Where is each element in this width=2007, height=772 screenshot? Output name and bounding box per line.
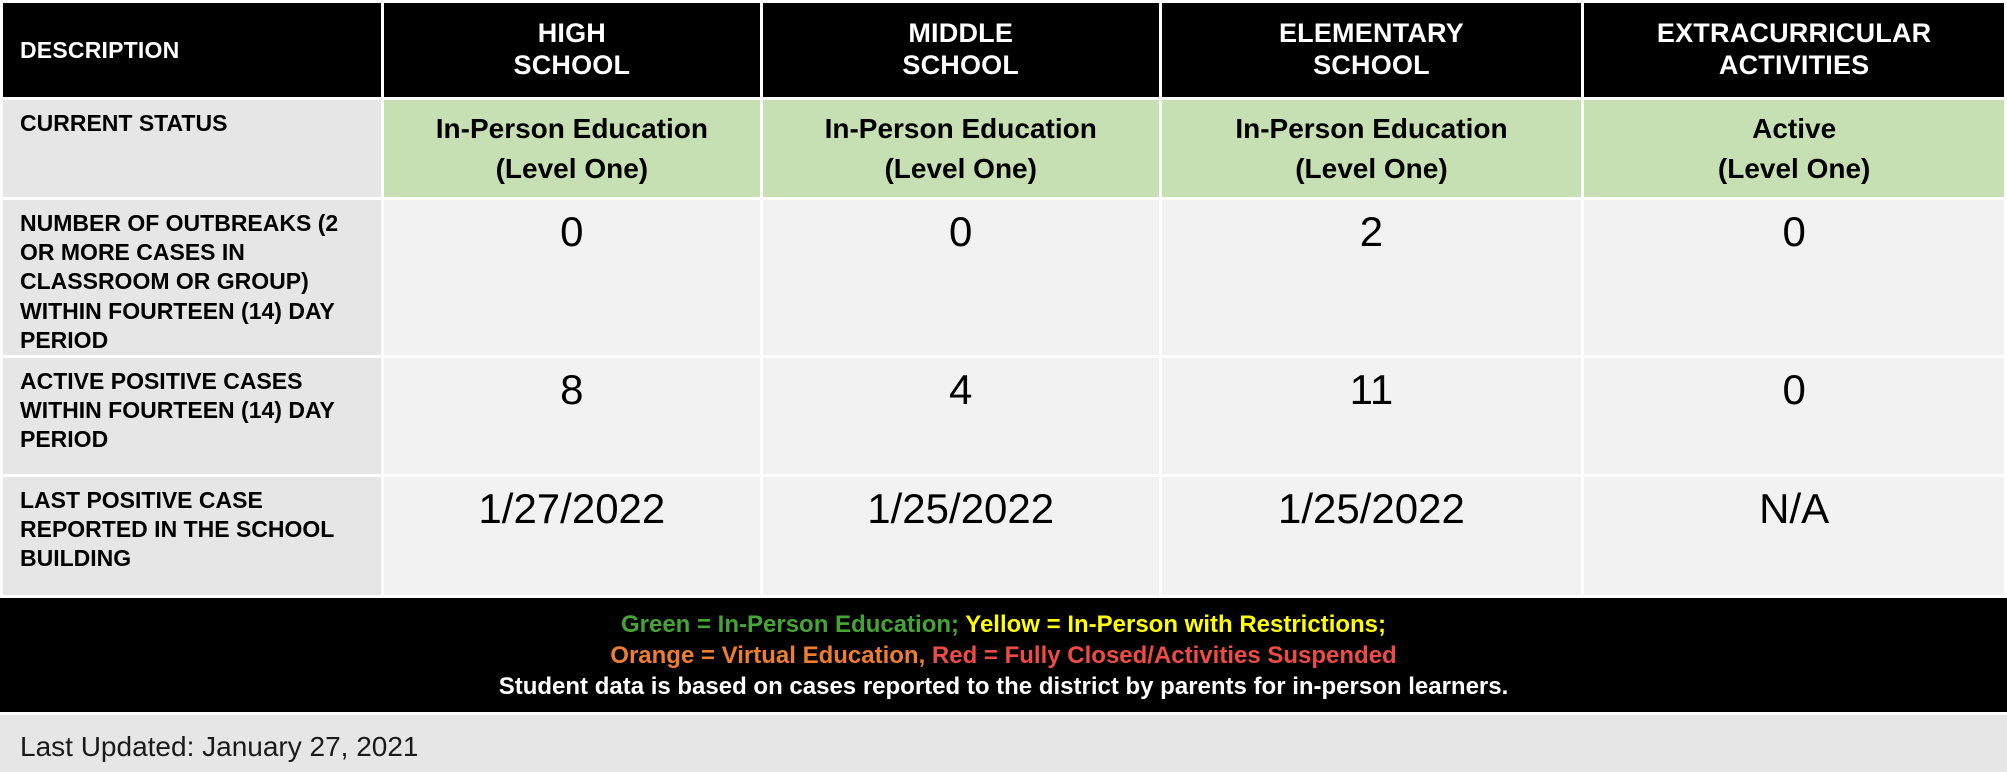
header-line: ACTIVITIES	[1718, 50, 1870, 80]
header-line: SCHOOL	[902, 50, 1020, 80]
status-cell-high-school: In-Person Education (Level One)	[383, 100, 760, 197]
header-line: SCHOOL	[1313, 50, 1430, 80]
legend-line-2: Orange = Virtual Education, Red = Fully …	[610, 640, 1396, 671]
legend-green-label: Green = In-Person Education;	[620, 610, 966, 638]
legend-note: Student data is based on cases reported …	[498, 672, 1509, 700]
column-header-high-school: HIGH SCHOOL	[383, 3, 760, 97]
last-case-elementary-school: 1/25/2022	[1161, 477, 1582, 596]
column-header-extracurricular-activities: EXTRACURRICULAR ACTIVITIES	[1584, 3, 2004, 97]
status-line: Active	[1752, 113, 1837, 145]
legend-yellow-label: Yellow = In-Person with Restrictions;	[965, 610, 1387, 638]
status-cell-middle-school: In-Person Education (Level One)	[762, 100, 1159, 197]
header-line: SCHOOL	[513, 50, 631, 80]
last-updated-text: Last Updated: January 27, 2021	[20, 730, 419, 762]
table-header-row: DESCRIPTION HIGH SCHOOL MIDDLE SCHOOL EL…	[3, 3, 2004, 97]
status-line: In-Person Education	[435, 113, 708, 145]
outbreaks-extracurricular: 0	[1584, 200, 2004, 356]
header-line: HIGH	[537, 18, 607, 49]
status-line: (Level One)	[1717, 152, 1871, 184]
last-case-high-school: 1/27/2022	[383, 477, 760, 596]
status-line: In-Person Education	[1235, 113, 1508, 145]
outbreaks-middle-school: 0	[762, 200, 1159, 356]
last-case-middle-school: 1/25/2022	[762, 477, 1159, 596]
column-header-elementary-school: ELEMENTARY SCHOOL	[1161, 3, 1582, 97]
status-line: (Level One)	[884, 152, 1037, 184]
header-line: EXTRACURRICULAR	[1656, 18, 1932, 49]
legend-red-label: Red = Fully Closed/Activities Suspended	[931, 641, 1397, 669]
table-row-outbreaks: NUMBER OF OUTBREAKS (2 OR MORE CASES IN …	[3, 200, 2004, 356]
table-row-active-cases: ACTIVE POSITIVE CASES WITHIN FOURTEEN (1…	[3, 358, 2004, 475]
color-legend: Green = In-Person Education; Yellow = In…	[0, 598, 2007, 713]
status-line: In-Person Education	[824, 113, 1097, 145]
active-cases-high-school: 8	[383, 358, 760, 475]
column-header-middle-school: MIDDLE SCHOOL	[762, 3, 1159, 97]
outbreaks-elementary-school: 2	[1161, 200, 1582, 356]
row-label-outbreaks: NUMBER OF OUTBREAKS (2 OR MORE CASES IN …	[3, 200, 381, 356]
status-cell-elementary-school: In-Person Education (Level One)	[1161, 100, 1582, 197]
school-status-table: DESCRIPTION HIGH SCHOOL MIDDLE SCHOOL EL…	[3, 3, 2004, 596]
column-header-description: DESCRIPTION	[3, 3, 381, 97]
active-cases-elementary-school: 11	[1161, 358, 1582, 475]
status-line: (Level One)	[1295, 152, 1448, 184]
header-line: ELEMENTARY	[1278, 18, 1464, 49]
table-row-last-positive-case: LAST POSITIVE CASE REPORTED IN THE SCHOO…	[3, 477, 2004, 596]
status-cell-extracurricular: Active (Level One)	[1584, 100, 2004, 197]
table-row-current-status: CURRENT STATUS In-Person Education (Leve…	[3, 100, 2004, 197]
active-cases-middle-school: 4	[762, 358, 1159, 475]
last-case-extracurricular: N/A	[1584, 477, 2004, 596]
header-line: MIDDLE	[908, 18, 1014, 49]
row-label-active-cases: ACTIVE POSITIVE CASES WITHIN FOURTEEN (1…	[3, 358, 381, 475]
row-label-current-status: CURRENT STATUS	[3, 100, 381, 197]
legend-line-1: Green = In-Person Education; Yellow = In…	[621, 609, 1386, 640]
outbreaks-high-school: 0	[383, 200, 760, 356]
legend-orange-label: Orange = Virtual Education,	[610, 641, 932, 669]
status-line: (Level One)	[495, 152, 649, 184]
active-cases-extracurricular: 0	[1584, 358, 2004, 475]
row-label-last-positive-case: LAST POSITIVE CASE REPORTED IN THE SCHOO…	[3, 477, 381, 596]
last-updated-bar: Last Updated: January 27, 2021	[0, 715, 2007, 772]
